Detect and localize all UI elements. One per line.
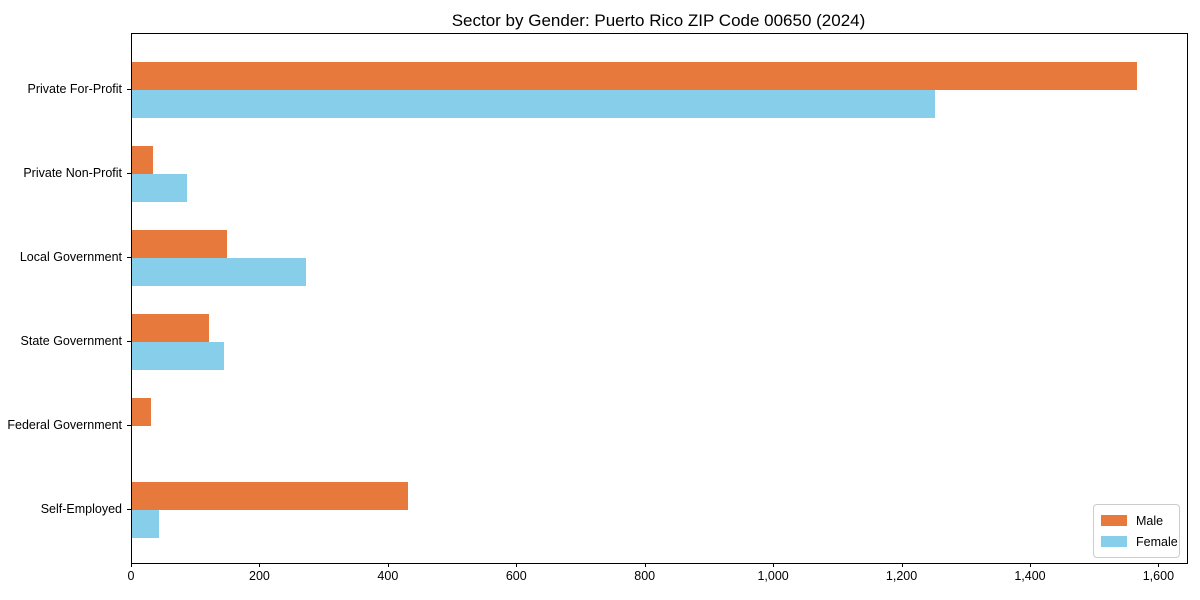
y-axis-label-self-employed: Self-Employed <box>40 502 122 516</box>
x-axis-tick-label: 1,600 <box>1142 569 1175 583</box>
y-axis-tick <box>127 425 131 426</box>
legend-swatch-female <box>1101 536 1127 547</box>
legend-item-male: Male <box>1101 510 1172 531</box>
y-axis-label-local-government: Local Government <box>19 250 122 264</box>
bar-female-self-employed <box>132 510 159 538</box>
x-axis-tick-label: 400 <box>377 569 399 583</box>
y-axis-tick <box>127 89 131 90</box>
x-axis-tick <box>131 563 132 567</box>
x-axis-tick-label: 1,000 <box>757 569 789 583</box>
x-axis-tick <box>901 563 903 567</box>
y-axis-tick <box>127 173 131 174</box>
x-axis-tick <box>516 563 518 567</box>
bar-male-self-employed <box>132 482 409 510</box>
chart-title: Sector by Gender: Puerto Rico ZIP Code 0… <box>451 11 866 30</box>
x-axis-tick-label: 800 <box>634 569 656 583</box>
y-axis-label-state-government: State Government <box>20 334 122 348</box>
x-axis-tick <box>1158 563 1160 567</box>
x-axis-tick <box>773 563 775 567</box>
bar-male-private-non-profit <box>132 146 154 174</box>
legend-swatch-male <box>1101 515 1127 526</box>
x-axis-tick <box>644 563 646 567</box>
y-axis-tick <box>127 257 131 258</box>
bar-male-local-government <box>132 230 228 258</box>
y-axis-label-private-non-profit: Private Non-Profit <box>23 166 122 180</box>
bar-female-private-for-profit <box>132 90 936 118</box>
bar-male-private-for-profit <box>132 62 1137 90</box>
bar-female-local-government <box>132 258 306 286</box>
x-axis-tick <box>387 563 389 567</box>
y-axis-label-private-for-profit: Private For-Profit <box>27 82 122 96</box>
x-axis-tick <box>1029 563 1031 567</box>
legend-label-male: Male <box>1136 513 1164 528</box>
bar-male-federal-government <box>132 398 152 426</box>
legend: Male Female <box>1093 504 1180 558</box>
legend-item-female: Female <box>1101 531 1178 552</box>
x-axis-tick-label: 1,400 <box>1014 569 1046 583</box>
x-axis-tick-label: 200 <box>248 569 270 583</box>
legend-label-female: Female <box>1136 534 1178 549</box>
x-axis-tick-label: 1,200 <box>885 569 918 583</box>
y-axis-label-federal-government: Federal Government <box>7 418 122 432</box>
plot-area <box>131 33 1188 564</box>
y-axis-tick <box>127 341 131 342</box>
bar-female-private-non-profit <box>132 174 187 202</box>
bar-female-state-government <box>132 342 224 370</box>
x-axis-tick-label: 600 <box>505 569 527 583</box>
y-axis-tick <box>127 509 131 510</box>
x-axis-tick-label: 0 <box>127 569 135 583</box>
bar-male-state-government <box>132 314 210 342</box>
x-axis-tick <box>259 563 261 567</box>
